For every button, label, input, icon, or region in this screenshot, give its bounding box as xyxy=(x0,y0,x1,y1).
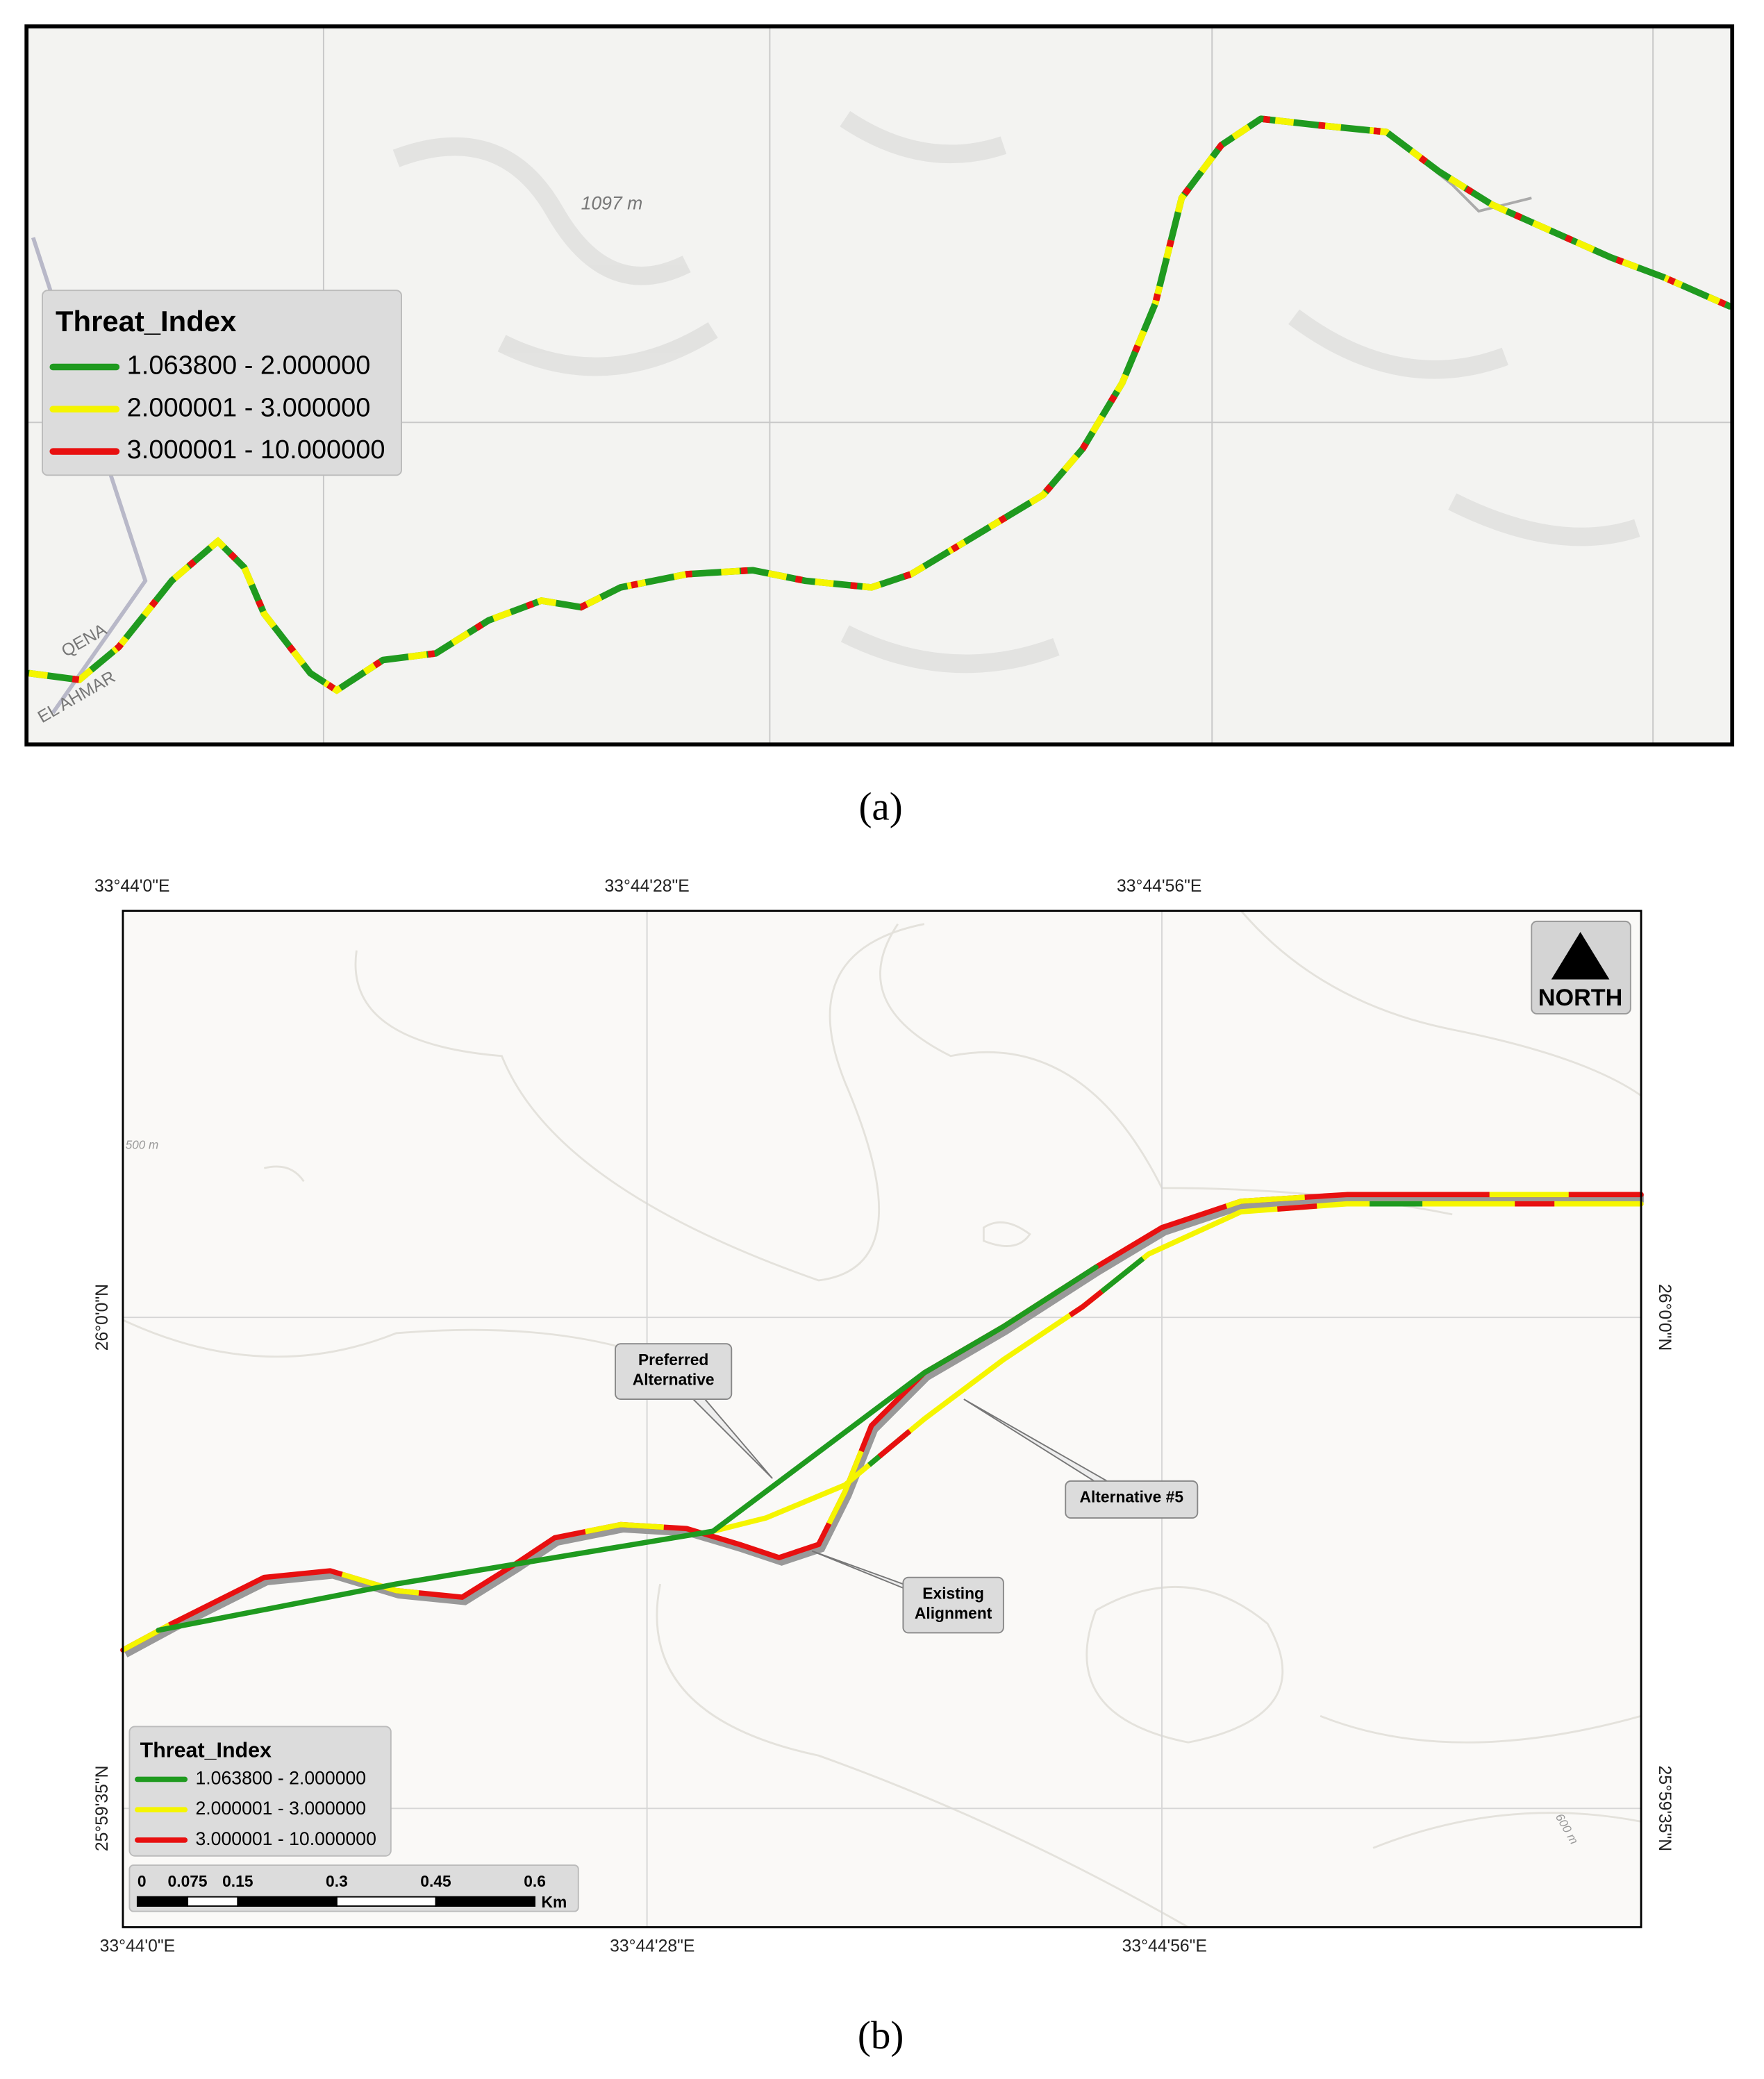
north-arrow xyxy=(1551,932,1610,980)
callout-label: Alternative #5 xyxy=(1080,1488,1184,1506)
scale-label: 0 xyxy=(138,1872,147,1890)
callout-box xyxy=(902,1576,1004,1634)
callout-box xyxy=(615,1343,733,1400)
callout-label: Alignment xyxy=(915,1604,992,1622)
route-segment xyxy=(712,1201,1642,1534)
legend-b xyxy=(128,1726,392,1857)
scale-segment xyxy=(237,1896,338,1907)
scale-bar: 0 0.075 0.15 0.3 0.45 0.6 Km xyxy=(136,1872,567,1911)
legend-label: 3.000001 - 10.000000 xyxy=(196,1828,376,1849)
legend-label: 3.000001 - 10.000000 xyxy=(127,435,385,465)
routes-a xyxy=(26,115,1733,694)
scale-segment xyxy=(187,1896,239,1907)
legend-label: 1.063800 - 2.000000 xyxy=(196,1768,367,1789)
contour-label: 500 m xyxy=(126,1139,159,1152)
lon-label: 33°44'0"E xyxy=(100,1937,176,1955)
panel-label: (a) xyxy=(858,785,902,828)
callout-leader xyxy=(963,1398,1140,1501)
lat-label: 25°59'35"N xyxy=(93,1765,112,1851)
route xyxy=(156,1264,1099,1633)
map-a-relief xyxy=(392,111,1640,674)
legend-label: 1.063800 - 2.000000 xyxy=(127,351,371,381)
scale-unit: Km xyxy=(542,1893,567,1911)
lat-label: 26°0'0"N xyxy=(93,1284,112,1351)
panel-label: (b) xyxy=(858,2014,904,2057)
legend-title: Threat_Index xyxy=(56,305,236,337)
lat-label: 26°0'0"N xyxy=(1655,1284,1674,1351)
scale-segment xyxy=(136,1896,189,1907)
legend-label: 2.000001 - 3.000000 xyxy=(127,393,371,422)
legend-label: 2.000001 - 3.000000 xyxy=(196,1798,367,1819)
lon-label: 33°44'0"E xyxy=(94,877,170,896)
routes-b xyxy=(120,1192,1644,1658)
callout-box xyxy=(1065,1480,1199,1519)
callout-label: Preferred xyxy=(638,1351,708,1369)
map-a-grid xyxy=(26,26,1733,745)
callout-label: Alternative xyxy=(633,1370,715,1388)
route-segment xyxy=(122,1192,1642,1653)
contours xyxy=(122,910,1642,1928)
legend-title: Threat_Index xyxy=(140,1739,272,1762)
scale-segment xyxy=(335,1896,437,1907)
legend-items: 1.063800 - 2.000000 2.000001 - 3.000000 3.… xyxy=(49,351,385,465)
scale-label: 0.15 xyxy=(222,1872,253,1890)
scale-segment xyxy=(435,1896,536,1907)
lon-label: 33°44'28"E xyxy=(604,877,689,896)
scale-label: 0.075 xyxy=(168,1872,208,1890)
callout-label: Existing xyxy=(922,1584,984,1602)
north-label: NORTH xyxy=(1538,985,1623,1011)
lon-label: 33°44'28"E xyxy=(610,1937,694,1955)
frame-a xyxy=(24,24,1735,746)
legend-items: 1.063800 - 2.000000 2.000001 - 3.000000 3.… xyxy=(135,1768,376,1849)
coordinates: 33°44'0"E 33°44'28"E 33°44'56"E 33°44'0"E 33… xyxy=(93,877,1674,1955)
frame-b xyxy=(122,910,1642,1928)
scale-label: 0.45 xyxy=(420,1872,451,1890)
lat-label: 25°59'35"N xyxy=(1655,1765,1674,1851)
legend-a xyxy=(42,290,403,476)
elevation-label: 1097 m xyxy=(581,193,643,214)
route xyxy=(26,115,1733,694)
lon-label: 33°44'56"E xyxy=(1122,1937,1207,1955)
route-shadow xyxy=(124,1194,1644,1658)
scale-label: 0.6 xyxy=(524,1872,546,1890)
scale-label: 0.3 xyxy=(326,1872,348,1890)
lon-label: 33°44'56"E xyxy=(1117,877,1201,896)
